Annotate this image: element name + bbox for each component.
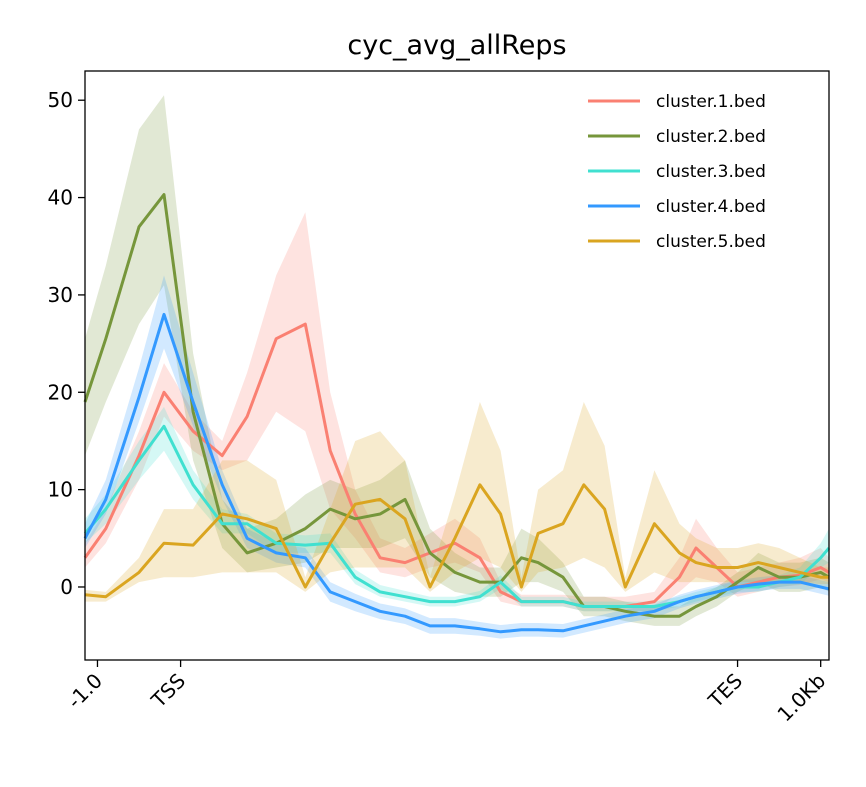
confidence-band-series-2: [85, 95, 829, 626]
y-tick-label: 50: [48, 88, 73, 112]
confidence-band-series-3: [85, 406, 829, 612]
legend-label-series-3: cluster.3.bed: [656, 162, 766, 182]
legend-label-series-2: cluster.2.bed: [656, 127, 766, 147]
y-tick-label: 20: [48, 380, 73, 404]
series-line-4: [83, 312, 830, 634]
y-tick-label: 30: [48, 283, 73, 307]
plot-frame: [84, 70, 830, 661]
legend: cluster.1.bed cluster.2.bed cluster.3.bed c…: [588, 92, 766, 252]
series-line-5: [84, 483, 829, 599]
y-tick-label: 40: [48, 186, 73, 210]
series-line-1: [83, 322, 830, 608]
series-lines: [83, 193, 831, 634]
legend-label-series-5: cluster.5.bed: [656, 232, 766, 252]
chart-title: cyc_avg_allReps: [347, 30, 566, 61]
confidence-band-series-1: [85, 212, 829, 612]
y-tick-label: 10: [48, 478, 73, 502]
legend-label-series-1: cluster.1.bed: [656, 92, 766, 112]
legend-label-series-4: cluster.4.bed: [656, 197, 766, 217]
y-tick-label: 0: [60, 575, 73, 599]
confidence-band-series-4: [85, 275, 829, 639]
y-axis: 0 10 20 30 40 50: [48, 88, 85, 599]
